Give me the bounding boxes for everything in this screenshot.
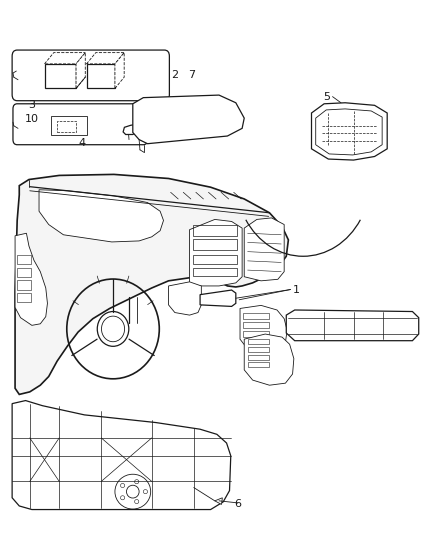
Text: 1: 1 <box>293 285 300 295</box>
Bar <box>57 121 76 132</box>
Polygon shape <box>123 124 139 134</box>
Bar <box>17 255 31 264</box>
Bar <box>248 362 268 367</box>
Polygon shape <box>15 233 47 325</box>
Polygon shape <box>244 218 284 281</box>
FancyBboxPatch shape <box>13 104 148 145</box>
Bar <box>244 322 268 328</box>
Polygon shape <box>169 282 201 315</box>
Text: 2: 2 <box>171 70 178 79</box>
Polygon shape <box>76 53 85 88</box>
Text: 10: 10 <box>25 114 39 124</box>
Bar <box>248 339 268 344</box>
Polygon shape <box>311 103 387 160</box>
Bar <box>248 347 268 352</box>
Bar <box>193 239 237 250</box>
Text: 6: 6 <box>234 499 241 510</box>
Polygon shape <box>39 190 163 242</box>
Bar <box>193 268 237 276</box>
Polygon shape <box>286 310 419 341</box>
Polygon shape <box>87 64 115 88</box>
Polygon shape <box>45 53 85 64</box>
Bar <box>17 268 31 277</box>
Polygon shape <box>45 64 76 88</box>
Bar <box>248 354 268 360</box>
Text: 5: 5 <box>323 92 330 102</box>
Text: 4: 4 <box>79 138 86 148</box>
Polygon shape <box>215 498 223 504</box>
FancyBboxPatch shape <box>12 50 170 101</box>
Polygon shape <box>240 305 287 351</box>
Polygon shape <box>133 95 244 144</box>
Bar <box>193 255 237 264</box>
Polygon shape <box>87 53 124 64</box>
Text: 7: 7 <box>188 70 195 79</box>
Bar <box>244 331 268 337</box>
Bar <box>51 116 87 135</box>
Polygon shape <box>244 334 294 385</box>
Bar <box>17 280 31 289</box>
Polygon shape <box>190 220 242 286</box>
Bar <box>244 312 268 319</box>
Text: 3: 3 <box>28 100 35 110</box>
Polygon shape <box>200 290 236 306</box>
Polygon shape <box>12 401 231 510</box>
Polygon shape <box>15 174 288 394</box>
Polygon shape <box>115 53 124 88</box>
Bar <box>17 293 31 302</box>
Bar <box>193 224 237 236</box>
